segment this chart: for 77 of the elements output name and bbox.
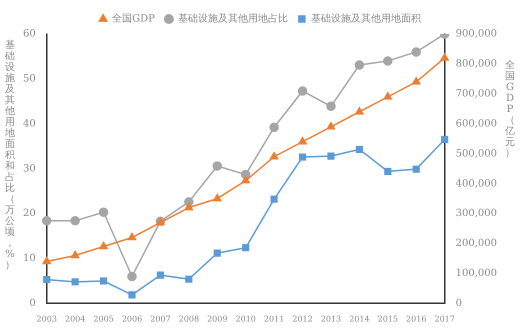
point xyxy=(354,60,364,70)
point xyxy=(100,277,108,285)
point xyxy=(298,86,308,96)
y2-tick-label: 0 xyxy=(456,298,462,309)
legend-label: 基础设施及其他用地占比 xyxy=(178,12,288,25)
point xyxy=(70,216,80,226)
y2-tick-label: 600,000 xyxy=(456,118,498,130)
point xyxy=(213,194,222,202)
point xyxy=(42,216,52,226)
y-tick-label: 30 xyxy=(22,163,36,174)
point xyxy=(184,202,194,210)
point xyxy=(441,136,448,144)
point xyxy=(356,146,363,153)
point xyxy=(326,122,336,130)
point xyxy=(98,208,108,218)
x-tick-label: 2016 xyxy=(406,314,426,324)
point xyxy=(440,53,449,61)
point xyxy=(127,272,137,282)
y-tick-label: 0 xyxy=(29,298,36,309)
y-tick-label: 20 xyxy=(22,208,36,220)
x-tick-label: 2003 xyxy=(36,314,57,324)
x-tick-label: 2014 xyxy=(349,314,370,324)
point xyxy=(270,152,278,160)
point xyxy=(70,250,80,258)
point xyxy=(412,166,420,173)
text: 全国GDP（亿元） xyxy=(505,60,515,159)
point xyxy=(42,256,51,264)
text: 基础设施及其他用地面积和占比（万公顷，%） xyxy=(5,40,15,271)
legend-label: 基础设施及其他用地面积 xyxy=(310,12,421,25)
point xyxy=(384,168,392,175)
point xyxy=(326,102,336,112)
point xyxy=(298,137,307,145)
point xyxy=(412,77,420,85)
y-tick-label: 50 xyxy=(22,73,36,84)
point xyxy=(411,47,421,57)
x-tick-label: 2006 xyxy=(122,314,142,324)
y2-tick-label: 400,000 xyxy=(456,178,498,190)
y2-tick-label: 800,000 xyxy=(456,58,498,70)
point xyxy=(298,153,306,161)
y-tick-label: 40 xyxy=(22,118,36,130)
x-tick-label: 2007 xyxy=(150,314,171,324)
x-tick-label: 2008 xyxy=(178,314,200,324)
point xyxy=(242,244,250,252)
point xyxy=(128,291,136,298)
y2-tick-label: 500,000 xyxy=(456,148,498,160)
x-tick-label: 2013 xyxy=(320,314,342,324)
point xyxy=(383,56,393,66)
point xyxy=(269,122,279,132)
x-tick-label: 2010 xyxy=(236,314,256,324)
x-tick-label: 2011 xyxy=(264,314,284,324)
point xyxy=(355,107,364,115)
point xyxy=(384,92,392,100)
point xyxy=(327,152,335,160)
point xyxy=(212,161,222,171)
y-tick-label: 60 xyxy=(22,28,36,40)
point xyxy=(72,278,79,286)
x-tick-label: 2015 xyxy=(378,314,398,324)
point xyxy=(156,272,164,279)
x-tick-label: 2012 xyxy=(292,314,313,324)
y2-tick-label: 300,000 xyxy=(456,208,498,220)
y2-tick-label: 200,000 xyxy=(456,238,498,250)
x-tick-label: 2004 xyxy=(64,314,86,324)
x-tick-label: 2017 xyxy=(434,314,455,324)
point xyxy=(241,176,250,184)
point xyxy=(99,242,108,250)
legend-label: 全国GDP xyxy=(112,12,156,25)
point xyxy=(270,196,278,203)
y2-tick-label: 700,000 xyxy=(456,88,498,100)
x-tick-label: 2005 xyxy=(93,314,114,324)
point xyxy=(214,250,221,257)
point xyxy=(43,276,50,284)
point xyxy=(185,276,192,283)
y-tick-label: 10 xyxy=(22,253,36,264)
y2-tick-label: 900,000 xyxy=(456,28,498,40)
y2-tick-label: 100,000 xyxy=(456,268,498,280)
x-tick-label: 2009 xyxy=(207,314,228,324)
point xyxy=(128,232,136,240)
